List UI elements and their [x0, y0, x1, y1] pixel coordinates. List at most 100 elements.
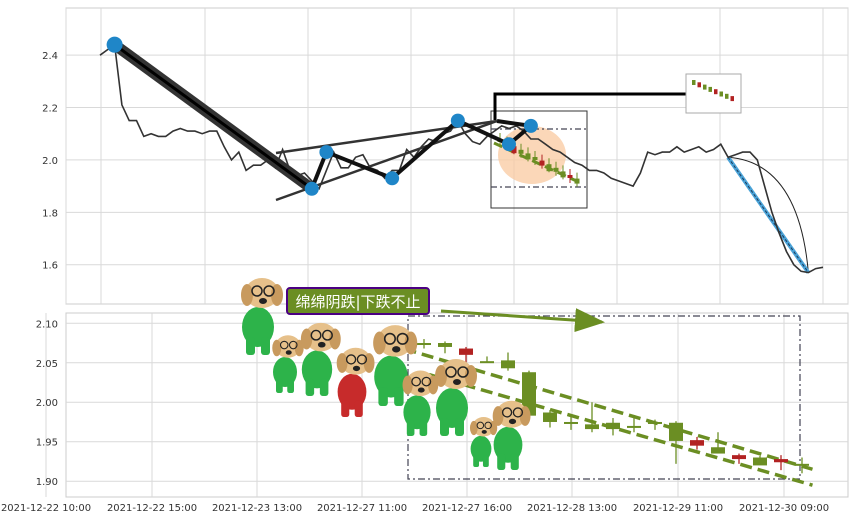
x-axis: 2021-12-22 10:00 2021-12-22 15:00 2021-12-… — [1, 503, 829, 514]
candle-body — [585, 424, 599, 430]
thumbnail-candle — [697, 82, 701, 88]
puppy-ear — [469, 420, 478, 436]
top-mini-candle-body — [546, 164, 552, 172]
candle-body — [543, 412, 557, 422]
top-y-tick-label: 2.2 — [42, 104, 58, 115]
puppy-ear — [336, 353, 348, 373]
puppy-leg — [319, 378, 329, 396]
puppy-coat — [493, 426, 523, 463]
swing-point-marker — [304, 181, 319, 196]
puppy-glasses — [445, 366, 457, 378]
annotation-text: 绵绵阴跌|下跌不止 — [295, 293, 420, 311]
annotation-arrow — [440, 308, 605, 333]
puppy-leg — [455, 418, 464, 436]
puppy-nose — [392, 346, 401, 353]
annotation-callout: 绵绵阴跌|下跌不止 — [286, 287, 605, 333]
candle-body — [627, 425, 641, 428]
puppy-nose — [481, 429, 487, 434]
puppy-leg — [497, 453, 506, 470]
puppy-leg — [406, 420, 415, 436]
swing-point-marker — [501, 137, 516, 152]
puppy-stickers — [241, 278, 531, 470]
swing-leg — [325, 150, 393, 181]
puppy-leg — [276, 379, 283, 393]
puppy-coat — [337, 373, 367, 410]
candle-body — [501, 360, 515, 369]
puppy-sticker — [336, 347, 375, 417]
top-plot-area — [65, 7, 849, 305]
puppy-glasses — [383, 332, 396, 345]
puppy-ear — [402, 375, 413, 395]
puppy-ear — [300, 328, 313, 350]
puppy-sticker — [373, 325, 418, 406]
puppy-glasses — [356, 354, 368, 365]
x-tick-label: 2021-12-22 15:00 — [107, 503, 197, 514]
x-tick-label: 2021-12-29 11:00 — [633, 503, 723, 514]
thumbnail-candle — [692, 80, 696, 85]
puppy-leg — [287, 379, 294, 393]
puppy-ear — [435, 365, 447, 387]
bottom-y-axis: 2.10 2.05 2.00 1.95 1.90 — [36, 319, 58, 488]
candle-body — [711, 447, 725, 454]
candle-body — [648, 421, 662, 424]
swing-point-marker — [319, 145, 334, 160]
puppy-glasses — [411, 376, 422, 387]
puppy-nose — [417, 387, 425, 393]
swing-point-marker — [106, 36, 123, 53]
top-y-tick-label: 1.6 — [42, 261, 58, 272]
bottom-y-tick-label: 2.00 — [36, 398, 58, 409]
candle-body — [417, 343, 431, 346]
candle-body — [522, 372, 536, 416]
thumbnail-candle — [719, 91, 723, 97]
top-y-axis: 2.4 2.2 2.0 1.8 1.6 — [42, 51, 58, 272]
puppy-leg — [246, 337, 255, 355]
x-tick-label: 2021-12-27 11:00 — [317, 503, 407, 514]
puppy-leg — [378, 387, 388, 406]
swing-leg-major-core — [113, 43, 313, 190]
puppy-glasses — [288, 340, 298, 350]
x-tick-label: 2021-12-30 09:00 — [739, 503, 829, 514]
candle-body — [459, 348, 473, 355]
x-tick-label: 2021-12-27 16:00 — [422, 503, 512, 514]
puppy-ear — [492, 406, 504, 426]
bottom-panel: 2.102.052.001.951.90 2021-12-22 10:00 202… — [1, 312, 849, 514]
candle-body — [564, 421, 578, 424]
puppy-sticker — [402, 370, 439, 436]
candle-body — [438, 343, 452, 347]
puppy-sticker — [435, 359, 477, 436]
candle-body — [606, 422, 620, 430]
puppy-sticker — [241, 278, 283, 355]
puppy-ear — [373, 331, 386, 355]
top-mini-candle-body — [574, 178, 580, 184]
top-mini-candle-body — [532, 157, 538, 160]
thumbnail-candle — [730, 96, 734, 102]
thumbnail-candle — [708, 86, 712, 92]
puppy-nose — [259, 298, 267, 304]
top-mini-candle-body — [511, 146, 517, 154]
puppy-glasses — [476, 421, 485, 430]
candlestick-series — [417, 339, 809, 474]
puppy-glasses — [421, 376, 432, 387]
candle-body — [795, 463, 809, 466]
puppy-nose — [453, 379, 461, 385]
puppy-sticker — [469, 416, 498, 467]
puppy-sticker — [492, 400, 531, 470]
puppy-glasses — [396, 332, 409, 345]
candle-body — [480, 361, 494, 364]
puppy-glasses — [310, 329, 322, 341]
puppy-leg — [354, 400, 363, 417]
swing-point-marker — [450, 113, 465, 128]
puppy-leg — [305, 378, 315, 396]
puppy-glasses — [345, 354, 357, 365]
bottom-y-tick-label: 2.10 — [36, 319, 58, 330]
puppy-coat — [301, 350, 333, 389]
x-tick-label: 2021-12-23 13:00 — [212, 503, 302, 514]
x-tick-label: 2021-12-22 10:00 — [1, 503, 91, 514]
trend-dashed-lower — [428, 372, 813, 487]
puppy-ear — [272, 339, 282, 357]
top-mini-candle-body — [560, 171, 566, 178]
top-mini-candle-body — [525, 153, 531, 160]
puppy-glasses — [263, 285, 275, 297]
candle-body — [669, 422, 683, 441]
